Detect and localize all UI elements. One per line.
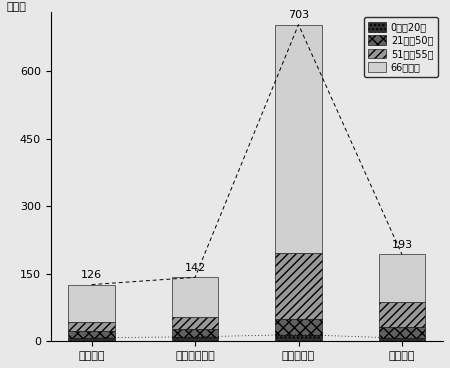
Bar bbox=[172, 329, 218, 337]
Bar bbox=[172, 318, 218, 329]
Bar bbox=[378, 327, 425, 338]
Bar bbox=[378, 254, 425, 302]
Text: 142: 142 bbox=[184, 263, 206, 273]
Legend: 0歳〜20歳, 21歳〜50歳, 51歳〜55歳, 66歳以上: 0歳〜20歳, 21歳〜50歳, 51歳〜55歳, 66歳以上 bbox=[364, 17, 438, 77]
Text: 126: 126 bbox=[81, 270, 102, 280]
Bar bbox=[68, 331, 115, 338]
Bar bbox=[68, 284, 115, 322]
Text: 193: 193 bbox=[392, 240, 413, 250]
Y-axis label: （人）: （人） bbox=[7, 3, 27, 13]
Bar bbox=[172, 337, 218, 342]
Bar bbox=[275, 254, 322, 319]
Text: 703: 703 bbox=[288, 10, 309, 20]
Bar bbox=[275, 25, 322, 254]
Bar bbox=[275, 319, 322, 335]
Bar bbox=[68, 322, 115, 331]
Bar bbox=[378, 302, 425, 327]
Bar bbox=[378, 338, 425, 342]
Bar bbox=[68, 338, 115, 342]
Bar bbox=[172, 277, 218, 318]
Bar bbox=[275, 335, 322, 342]
